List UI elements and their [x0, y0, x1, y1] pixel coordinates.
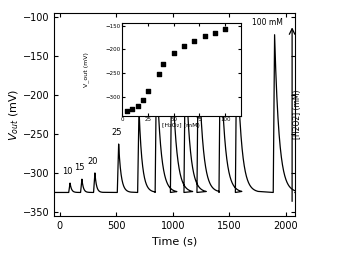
Text: 25: 25 — [112, 128, 122, 137]
Point — [222, 27, 228, 31]
Point — [157, 72, 162, 76]
Point — [124, 109, 130, 113]
Text: 50: 50 — [164, 38, 175, 47]
Text: 36: 36 — [131, 93, 142, 102]
Text: 80: 80 — [213, 26, 223, 35]
Point — [192, 39, 197, 43]
Point — [171, 51, 176, 55]
Point — [202, 34, 207, 39]
Text: [H2O2] (mM): [H2O2] (mM) — [293, 90, 302, 139]
Point — [129, 107, 135, 111]
X-axis label: Time (s): Time (s) — [152, 236, 197, 246]
Point — [161, 62, 166, 67]
Y-axis label: $V_{out}$ (mV): $V_{out}$ (mV) — [8, 88, 21, 141]
Point — [135, 104, 140, 108]
Text: 40: 40 — [149, 48, 159, 57]
Text: 60: 60 — [178, 34, 188, 43]
Text: 100 mM: 100 mM — [252, 18, 283, 27]
Point — [140, 98, 145, 103]
Text: 90: 90 — [231, 23, 241, 32]
Y-axis label: V_out (mV): V_out (mV) — [83, 52, 89, 87]
Point — [181, 44, 187, 48]
Point — [145, 89, 151, 93]
Point — [212, 31, 218, 35]
Text: 10: 10 — [62, 167, 73, 176]
Text: 15: 15 — [75, 163, 85, 172]
X-axis label: [H₂O₂] (mM): [H₂O₂] (mM) — [162, 123, 200, 128]
Text: 20: 20 — [88, 157, 98, 166]
Text: 70: 70 — [191, 30, 201, 39]
